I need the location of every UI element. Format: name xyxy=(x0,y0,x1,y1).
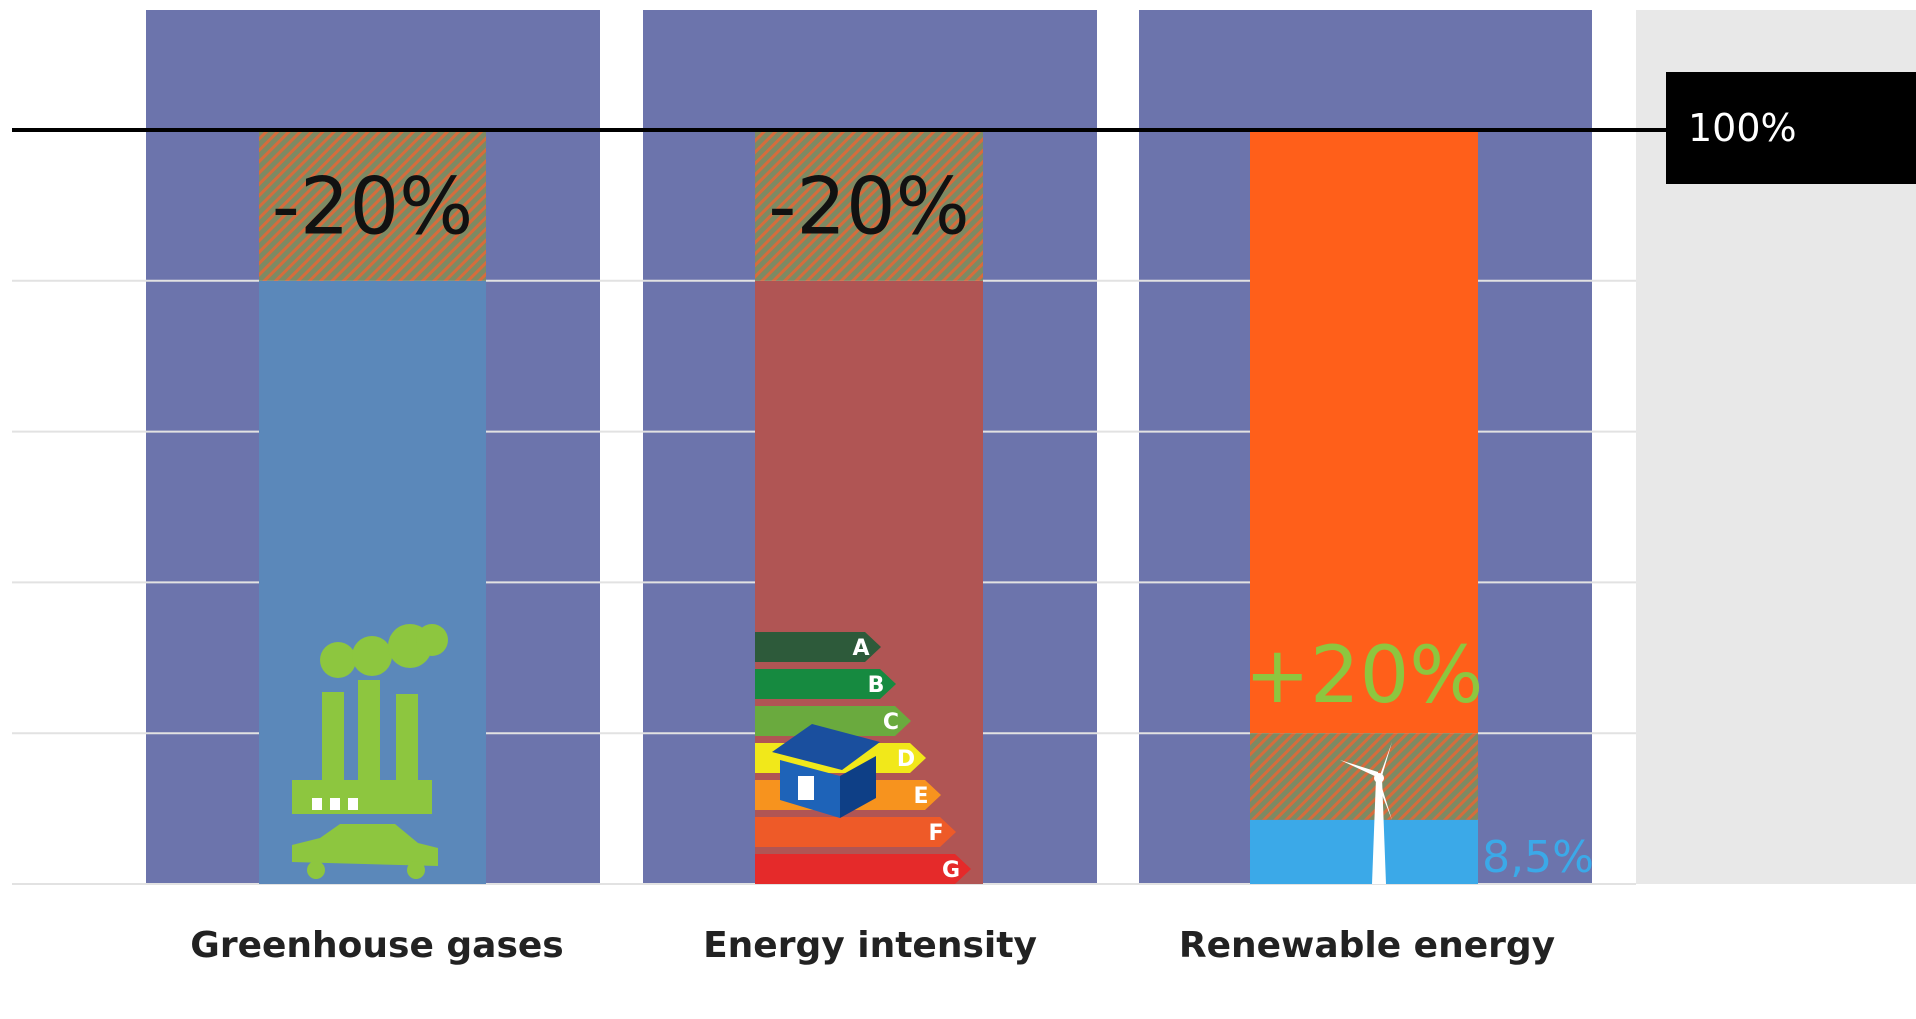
chimney xyxy=(396,694,418,782)
turbine-blade xyxy=(1340,760,1379,778)
rating-letter-b: B xyxy=(868,673,885,698)
category-label-renewable-energy: Renewable energy xyxy=(1178,925,1556,966)
house-door xyxy=(798,776,814,800)
change-label-1: -20% xyxy=(768,162,970,252)
factory-window xyxy=(312,798,322,810)
chimney xyxy=(358,680,380,782)
bar-current-2 xyxy=(1250,819,1478,884)
rating-letter-d: D xyxy=(897,747,915,772)
smoke xyxy=(352,636,392,676)
category-label-greenhouse-gases: Greenhouse gases xyxy=(190,925,564,966)
bar-target-2 xyxy=(1250,130,1478,734)
bar-increase-2 xyxy=(1250,733,1478,820)
rating-arrow-f xyxy=(755,817,956,847)
current-value-label: 8,5% xyxy=(1482,832,1594,883)
change-label-0: -20% xyxy=(272,162,474,252)
turbine-blade xyxy=(1377,778,1392,820)
wind-turbine-icon xyxy=(1340,742,1392,884)
house-roof xyxy=(772,724,880,770)
car-wheel xyxy=(307,861,325,879)
rating-letter-e: E xyxy=(913,784,928,809)
category-label-energy-intensity: Energy intensity xyxy=(703,925,1037,966)
reference-label: 100% xyxy=(1688,106,1797,150)
bar-reduction-1 xyxy=(755,130,983,281)
rating-letter-a: A xyxy=(852,636,869,661)
house-icon xyxy=(772,724,880,818)
rating-letter-g: G xyxy=(942,858,960,883)
rating-arrow-a xyxy=(755,632,881,662)
chimney xyxy=(322,692,344,782)
factory-window xyxy=(348,798,358,810)
house-side xyxy=(840,756,876,818)
turbine-tower xyxy=(1372,778,1386,884)
bar-reduction-0 xyxy=(259,130,486,281)
turbine-hub xyxy=(1374,773,1384,783)
rating-arrow-g xyxy=(755,854,971,884)
car-body xyxy=(292,824,438,866)
smoke xyxy=(320,642,356,678)
car-wheel xyxy=(407,861,425,879)
rating-letter-c: C xyxy=(883,710,899,735)
factory-and-car-icon xyxy=(292,624,448,879)
smoke xyxy=(416,624,448,656)
rating-arrow-c xyxy=(755,706,911,736)
turbine-blade xyxy=(1379,742,1392,778)
change-label-2: +20% xyxy=(1245,631,1484,721)
reference-label-box: 100% xyxy=(1666,72,1916,184)
rating-letter-f: F xyxy=(928,821,943,846)
factory-window xyxy=(330,798,340,810)
rating-arrow-b xyxy=(755,669,896,699)
